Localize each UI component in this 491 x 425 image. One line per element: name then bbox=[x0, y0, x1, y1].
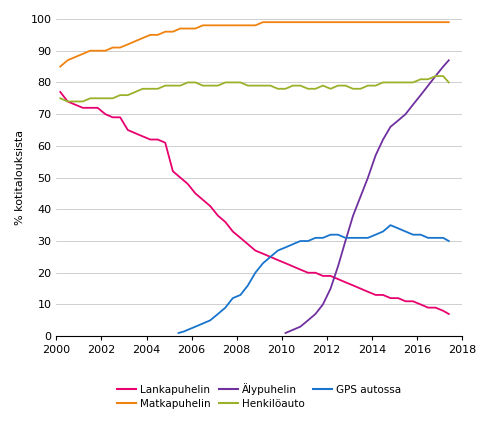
Y-axis label: % kotitalouksista: % kotitalouksista bbox=[15, 130, 25, 225]
Legend: Lankapuhelin, Matkapuhelin, Älypuhelin, Henkilöauto, GPS autossa: Lankapuhelin, Matkapuhelin, Älypuhelin, … bbox=[117, 382, 401, 409]
